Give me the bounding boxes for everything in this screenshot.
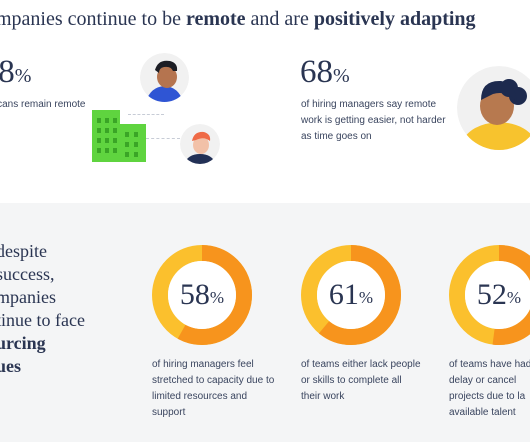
stat-remote-caption: ericans remain remote [0,99,86,110]
donut-skills: 61% [301,245,401,345]
donut-ring [449,245,530,345]
donut-center [168,261,236,329]
donut-capacity-unit: % [209,288,225,307]
stat-hiring-unit: % [333,65,350,87]
headline-remote: remote [185,8,246,30]
stat-hiring-number: 68 [300,54,333,90]
donut-skills-value: 61 [328,278,359,311]
donut-capacity-label: 58% [152,245,252,345]
headline-text-1: mpanies continue to be [0,8,186,30]
donut-center [465,261,530,329]
donut-skills-label: 61% [301,245,401,345]
headline: mpanies continue to be remote and are po… [0,8,476,31]
donut-capacity: 58% [152,245,252,345]
challenge-line: tinue to face [0,310,85,330]
donut-value-arc [152,245,252,345]
stat-remote-number: .8 [0,54,15,90]
challenge-line-bold: ues [0,356,22,376]
donut-value-arc [301,245,401,345]
donut-ring [301,245,401,345]
challenge-line: mpanies [0,287,56,307]
avatar-woman-curly-icon [457,66,530,150]
avatar-man-icon [140,53,189,102]
donut-center [317,261,385,329]
donut-skills-caption: of teams either lack people or skills to… [301,359,421,402]
headline-text-2: and are [245,8,314,30]
donut-capacity-caption: of hiring managers feel stretched to cap… [152,359,275,418]
challenge-line: success, [0,264,55,284]
donut-ring [152,245,252,345]
avatar-woman-redhair-icon [180,124,220,164]
building-icon [92,110,146,162]
stat-hiring-value: 68% [300,54,350,91]
donut-delay-caption: of teams have had delay or cancel projec… [449,359,530,418]
stat-remote-unit: % [14,65,32,87]
bottom-section: despite success, mpanies tinue to face u… [0,203,530,442]
challenge-line-bold: urcing [0,333,46,353]
donut-delay-value: 52 [476,278,507,311]
donut-delay: 52% [449,245,530,345]
donut-value-arc [449,245,530,345]
donut-delay-unit: % [506,288,522,307]
donut-delay-label: 52% [449,245,530,345]
donut-capacity-value: 58 [179,278,210,311]
donut-skills-unit: % [358,288,374,307]
stat-hiring-caption: of hiring managers say remote work is ge… [301,99,446,142]
stat-remote-value: .8% [0,54,31,91]
top-section: mpanies continue to be remote and are po… [0,0,530,203]
connector-line [128,114,164,115]
challenge-line: despite [0,241,47,261]
headline-adapting: positively adapting [313,8,476,30]
connector-line [146,138,180,139]
challenge-statement: despite success, mpanies tinue to face u… [0,240,114,378]
